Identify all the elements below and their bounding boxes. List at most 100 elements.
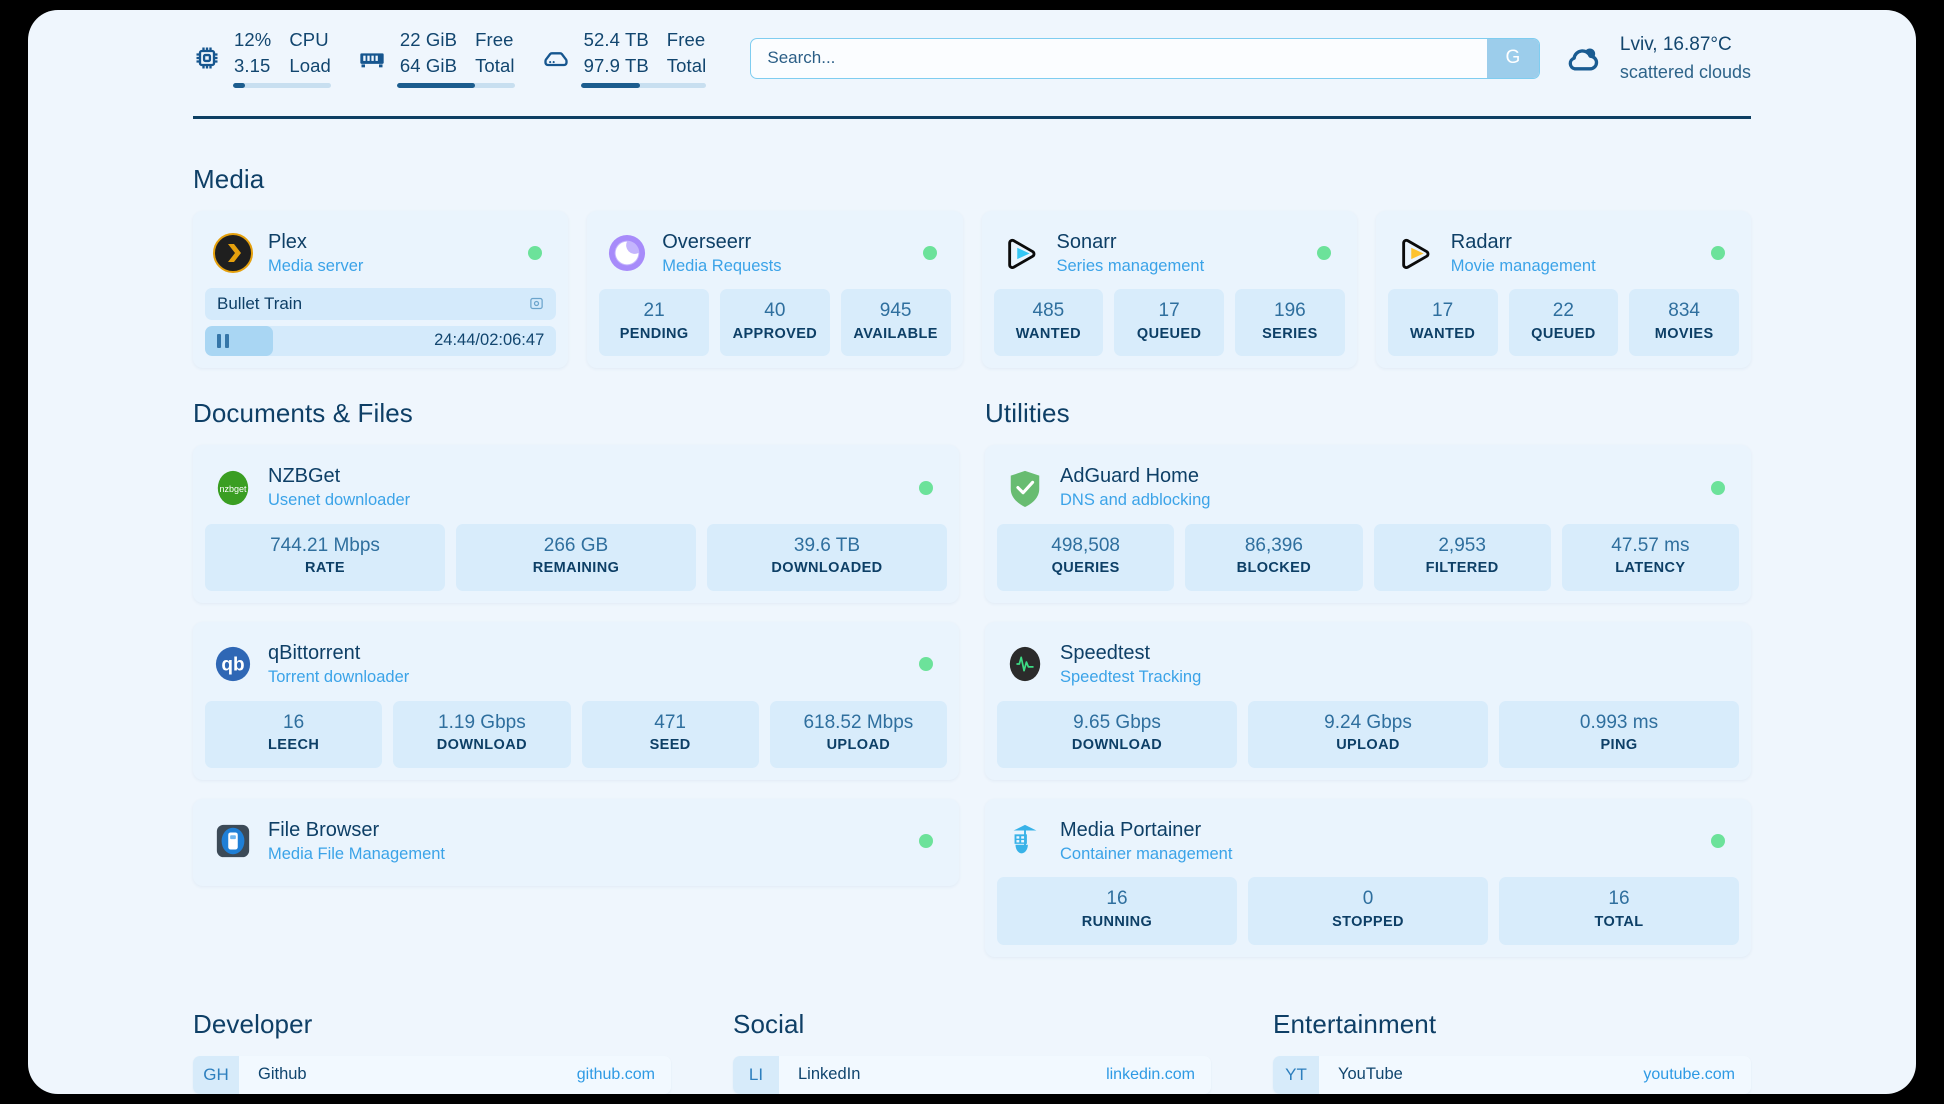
utilities-section: Utilities AdGuard Home: [985, 398, 1751, 957]
stat-label: PENDING: [619, 325, 689, 342]
documents-section: Documents & Files nzbget NZBGet: [193, 398, 959, 956]
stat-box: 1.19 Gbps DOWNLOAD: [393, 700, 571, 768]
disk-icon: [541, 44, 571, 72]
playback-progress-bar[interactable]: 24:44/02:06:47: [205, 325, 557, 356]
card-title: Sonarr: [1056, 230, 1117, 253]
search-bar[interactable]: G: [750, 37, 1540, 79]
playback-progress-fill: [205, 325, 274, 356]
app-card-sonarr[interactable]: Sonarr Series management 485 WANTED 17 Q…: [981, 210, 1357, 369]
stat-label: MOVIES: [1654, 325, 1714, 342]
stat-value: 21: [643, 299, 665, 321]
stat-box: 0 STOPPED: [1248, 877, 1488, 945]
card-subtitle: Movie management: [1450, 256, 1596, 275]
stat-box: 40 APPROVED: [720, 288, 830, 357]
memory-usage-bar: [396, 82, 515, 88]
card-title: Speedtest: [1060, 642, 1151, 665]
stat-label: REMAINING: [532, 560, 620, 577]
card-header: Radarr Movie management: [1388, 222, 1739, 286]
app-card-speedtest[interactable]: Speedtest Speedtest Tracking 9.65 Gbps D…: [985, 622, 1751, 780]
playback-elapsed: 24:44: [434, 331, 476, 350]
card-stats: 744.21 Mbps RATE 266 GB REMAINING 39.6 T…: [205, 523, 947, 592]
card-header: AdGuard Home DNS and adblocking: [997, 456, 1739, 520]
cpu-label-top: CPU: [289, 29, 329, 51]
search-input[interactable]: [751, 38, 1487, 78]
card-header: nzbget NZBGet Usenet downloader: [205, 456, 947, 520]
bookmark-url: github.com: [576, 1065, 655, 1083]
memory-icon: [357, 44, 387, 72]
card-subtitle: Media File Management: [268, 844, 446, 863]
disk-free-value: 52.4 TB: [583, 29, 649, 51]
app-card-filebrowser[interactable]: File Browser Media File Management: [193, 798, 959, 887]
card-header: Plex Media server: [205, 222, 556, 286]
memory-free-value: 22 GiB: [399, 29, 458, 51]
stat-value: 744.21 Mbps: [270, 534, 380, 556]
speedtest-icon: [1005, 644, 1045, 684]
top-bar: 12% 3.15 CPU Load: [28, 10, 1916, 106]
status-badge-online: [922, 245, 937, 260]
card-subtitle: Usenet downloader: [268, 491, 411, 510]
cloud-icon: [1564, 41, 1604, 75]
bookmark-item-youtube[interactable]: YT YouTube youtube.com: [1273, 1055, 1751, 1094]
plex-player: Bullet Train 24:44/02:06:47: [205, 287, 557, 356]
app-card-plex[interactable]: Plex Media server Bullet Train: [193, 210, 569, 369]
now-playing-row: Bullet Train: [205, 287, 557, 320]
stat-box: 9.24 Gbps UPLOAD: [1248, 700, 1488, 768]
stat-label: QUEUED: [1531, 325, 1596, 342]
section-title-entertainment: Entertainment: [1273, 1008, 1437, 1039]
qbittorrent-icon: qb: [213, 644, 253, 684]
bookmark-item-linkedin[interactable]: LI LinkedIn linkedin.com: [733, 1055, 1211, 1094]
stat-value: 22: [1552, 299, 1574, 321]
disk-usage-bar: [580, 82, 707, 88]
disk-stat-widget: 52.4 TB 97.9 TB Free Total: [541, 28, 707, 88]
app-card-media-portainer[interactable]: Media Portainer Container management 16 …: [985, 798, 1751, 957]
bookmark-group-entertainment: Entertainment YT YouTube youtube.com NF …: [1273, 1009, 1751, 1094]
cpu-label-bottom: Load: [289, 55, 331, 76]
disk-label-total: Total: [666, 55, 707, 76]
stat-label: TOTAL: [1594, 914, 1644, 931]
app-card-nzbget[interactable]: nzbget NZBGet Usenet downloader 74: [193, 445, 959, 604]
app-card-qbittorrent[interactable]: qb qBittorrent Torrent downloader: [193, 622, 959, 780]
card-title: AdGuard Home: [1060, 465, 1199, 488]
stat-value: 9.24 Gbps: [1324, 711, 1412, 733]
bookmarks-grid: Developer GH Github github.com SO StackO…: [193, 1009, 1751, 1094]
stat-value: 40: [764, 299, 786, 321]
stat-label: SEED: [649, 737, 691, 754]
status-badge-online: [919, 657, 933, 672]
stat-label: SERIES: [1262, 325, 1318, 342]
cast-icon[interactable]: [529, 296, 544, 311]
stat-value: 2,953: [1438, 534, 1486, 556]
stat-box: 485 WANTED: [993, 288, 1104, 357]
stat-box: 498,508 QUERIES: [997, 523, 1175, 592]
section-title-media: Media: [193, 163, 265, 194]
stat-label: FILTERED: [1425, 560, 1499, 577]
bookmark-abbr: LI: [733, 1055, 779, 1094]
card-stats: 498,508 QUERIES 86,396 BLOCKED 2,953 FIL…: [997, 523, 1739, 592]
section-title-developer: Developer: [193, 1008, 313, 1039]
status-badge-online: [1711, 834, 1725, 849]
stat-value: 47.57 ms: [1611, 534, 1690, 556]
stat-value: 0: [1362, 888, 1374, 910]
adguard-shield-icon: [1005, 468, 1045, 508]
stat-value: 39.6 TB: [793, 534, 861, 556]
memory-total-value: 64 GiB: [399, 55, 458, 76]
stat-box: 16 TOTAL: [1499, 877, 1739, 945]
plex-icon: [213, 232, 253, 273]
app-card-adguard-home[interactable]: AdGuard Home DNS and adblocking 498,508 …: [985, 445, 1751, 604]
bookmark-item-github[interactable]: GH Github github.com: [193, 1055, 671, 1094]
bookmark-name: Github: [258, 1065, 307, 1084]
search-engine-button[interactable]: G: [1486, 38, 1539, 78]
stat-value: 471: [654, 711, 686, 733]
app-card-overseerr[interactable]: Overseerr Media Requests 21 PENDING 40 A…: [587, 210, 963, 369]
bookmark-name: LinkedIn: [798, 1065, 861, 1084]
stat-box: 196 SERIES: [1235, 288, 1345, 357]
stat-label: LATENCY: [1615, 560, 1686, 577]
bookmark-name: YouTube: [1338, 1065, 1403, 1084]
card-subtitle: Container management: [1060, 844, 1233, 863]
card-header: File Browser Media File Management: [205, 810, 947, 874]
cpu-load-value: 3.15: [234, 55, 271, 76]
dashboard-page: 12% 3.15 CPU Load: [28, 10, 1916, 1094]
cpu-icon: [193, 44, 221, 72]
app-card-radarr[interactable]: Radarr Movie management 17 WANTED 22 QUE…: [1375, 210, 1751, 369]
pause-icon[interactable]: [217, 333, 229, 348]
stat-value: 1.19 Gbps: [438, 711, 526, 733]
